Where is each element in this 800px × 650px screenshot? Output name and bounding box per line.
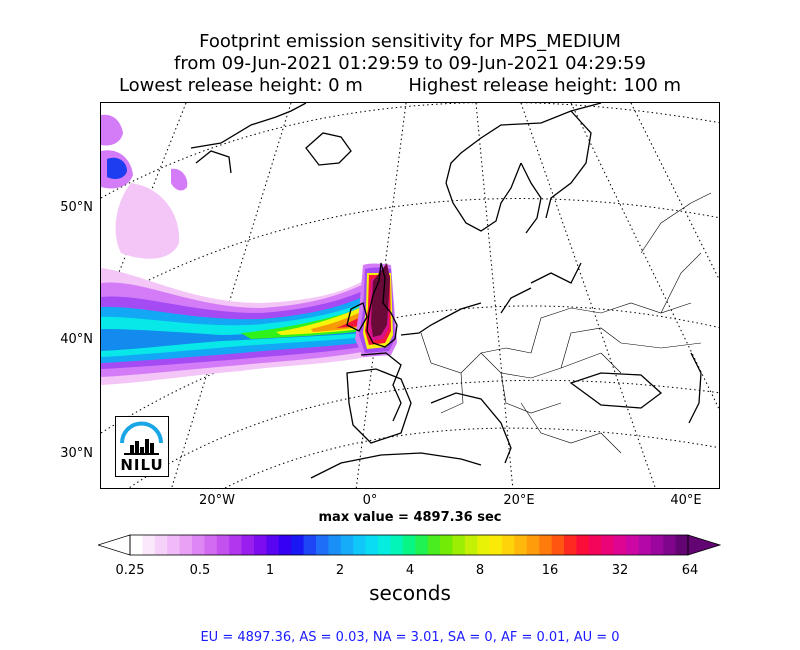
colorbar-cell <box>154 535 168 555</box>
colorbar-cell <box>390 535 404 555</box>
colorbar-cell <box>464 535 478 555</box>
lat-label-30n: 30°N <box>60 446 93 461</box>
colorbar-tick-label: 1 <box>265 563 275 578</box>
lon-label-20e: 20°E <box>503 493 535 508</box>
lon-label-40e: 40°E <box>670 493 702 508</box>
colorbar <box>98 534 722 556</box>
footprint-plume <box>101 114 397 385</box>
highest-release-height: Highest release height: 100 m <box>408 75 682 96</box>
colorbar-cell <box>353 535 367 555</box>
title-line-3: Lowest release height: 0 m Highest relea… <box>0 75 800 97</box>
colorbar-cell <box>192 535 205 555</box>
logo-emblem-icon <box>120 421 163 455</box>
colorbar-cell <box>365 535 379 555</box>
colorbar-cell <box>316 535 329 555</box>
colorbar-cell <box>576 535 590 555</box>
colorbar-cell <box>526 535 540 555</box>
colorbar-cell <box>514 535 528 555</box>
coastlines <box>190 103 702 479</box>
colorbar-cell <box>179 535 193 555</box>
nilu-logo: NILU <box>115 416 169 477</box>
region-summary: EU = 4897.36, AS = 0.03, NA = 3.01, SA =… <box>200 630 620 645</box>
colorbar-label: seconds <box>369 581 451 605</box>
colorbar-cell <box>291 535 305 555</box>
colorbar-cell <box>167 535 181 555</box>
colorbar-cell <box>638 535 652 555</box>
colorbar-cell <box>378 535 391 555</box>
colorbar-cell <box>241 535 255 555</box>
colorbar-cell <box>130 535 143 555</box>
colorbar-cell <box>216 535 230 555</box>
colorbar-cell <box>613 535 627 555</box>
colorbar-cell <box>254 535 267 555</box>
colorbar-tick-label: 2 <box>335 563 345 578</box>
colorbar-cell <box>650 535 664 555</box>
lat-label-40n: 40°N <box>60 332 93 347</box>
colorbar-cell <box>427 535 441 555</box>
colorbar-cell <box>402 535 416 555</box>
colorbar-cell <box>626 535 639 555</box>
colorbar-cell <box>340 535 354 555</box>
colorbar-cell <box>142 535 156 555</box>
colorbar-cell <box>278 535 292 555</box>
colorbar-tick-label: 0.25 <box>115 563 145 578</box>
graticule <box>101 103 719 488</box>
colorbar-tick-label: 16 <box>541 563 559 578</box>
colorbar-cell <box>415 535 429 555</box>
colorbar-cell <box>564 535 577 555</box>
colorbar-tick-label: 32 <box>611 563 629 578</box>
colorbar-cell <box>477 535 491 555</box>
max-value-label: max value = 4897.36 sec <box>318 510 502 525</box>
colorbar-cell <box>588 535 602 555</box>
colorbar-cell <box>539 535 553 555</box>
colorbar-cell <box>551 535 565 555</box>
lon-label-20w: 20°W <box>199 493 235 508</box>
colorbar-cell <box>675 535 689 555</box>
colorbar-tick-label: 0.5 <box>189 563 211 578</box>
colorbar-tick-label: 8 <box>475 563 485 578</box>
colorbar-cell <box>601 535 615 555</box>
colorbar-cell <box>328 535 342 555</box>
logo-text: NILU <box>120 456 164 474</box>
colorbar-tick-label: 64 <box>681 563 699 578</box>
title-line-1: Footprint emission sensitivity for MPS_M… <box>199 31 621 52</box>
lowest-release-height: Lowest release height: 0 m <box>118 75 363 96</box>
colorbar-cell <box>266 535 280 555</box>
colorbar-cell <box>204 535 218 555</box>
map-panel <box>100 102 720 489</box>
map-svg <box>101 103 719 488</box>
title-line-2: from 09-Jun-2021 01:29:59 to 09-Jun-2021… <box>174 53 646 74</box>
colorbar-cell <box>489 535 503 555</box>
lat-label-50n: 50°N <box>60 200 93 215</box>
country-borders <box>420 192 712 454</box>
colorbar-cell <box>303 535 317 555</box>
colorbar-cell <box>440 535 453 555</box>
colorbar-cell <box>663 535 677 555</box>
lon-label-0: 0° <box>362 493 378 508</box>
colorbar-cell <box>502 535 515 555</box>
colorbar-tick-label: 4 <box>405 563 415 578</box>
colorbar-cell <box>452 535 466 555</box>
colorbar-cell <box>229 535 243 555</box>
